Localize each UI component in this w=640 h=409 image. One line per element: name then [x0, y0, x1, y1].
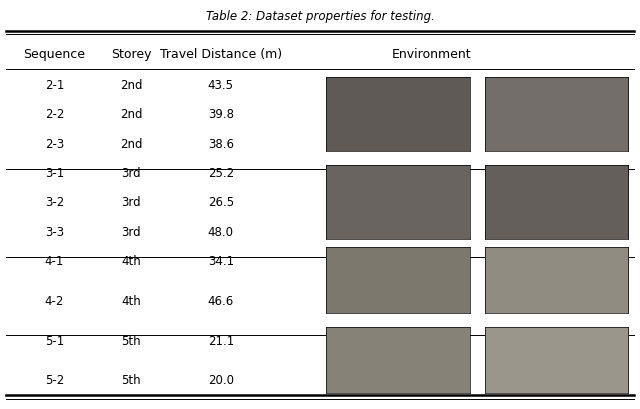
- Text: 3rd: 3rd: [122, 166, 141, 180]
- Text: 4-2: 4-2: [45, 294, 64, 307]
- Text: 20.0: 20.0: [208, 373, 234, 387]
- Text: 4-1: 4-1: [45, 254, 64, 267]
- Text: 46.6: 46.6: [207, 294, 234, 307]
- Text: 4th: 4th: [122, 294, 141, 307]
- Text: 2nd: 2nd: [120, 137, 143, 151]
- Text: 3rd: 3rd: [122, 225, 141, 238]
- Text: 21.1: 21.1: [207, 334, 234, 347]
- Text: 3rd: 3rd: [122, 196, 141, 209]
- Text: 5-2: 5-2: [45, 373, 64, 387]
- Text: 2-3: 2-3: [45, 137, 64, 151]
- Text: 5th: 5th: [122, 373, 141, 387]
- Text: 26.5: 26.5: [208, 196, 234, 209]
- Text: 2nd: 2nd: [120, 79, 143, 92]
- Text: 2-1: 2-1: [45, 79, 64, 92]
- Text: 3-1: 3-1: [45, 166, 64, 180]
- Text: 3-2: 3-2: [45, 196, 64, 209]
- Text: Travel Distance (m): Travel Distance (m): [160, 48, 282, 61]
- Text: 2-2: 2-2: [45, 108, 64, 121]
- Text: 3-3: 3-3: [45, 225, 64, 238]
- Text: 4th: 4th: [122, 254, 141, 267]
- Text: 5-1: 5-1: [45, 334, 64, 347]
- Text: 43.5: 43.5: [208, 79, 234, 92]
- Text: Sequence: Sequence: [24, 48, 85, 61]
- Text: Table 2: Dataset properties for testing.: Table 2: Dataset properties for testing.: [205, 10, 435, 23]
- Text: Environment: Environment: [392, 48, 472, 61]
- Text: 2nd: 2nd: [120, 108, 143, 121]
- Text: 25.2: 25.2: [208, 166, 234, 180]
- Text: 5th: 5th: [122, 334, 141, 347]
- Text: 38.6: 38.6: [208, 137, 234, 151]
- Text: 48.0: 48.0: [208, 225, 234, 238]
- Text: 34.1: 34.1: [208, 254, 234, 267]
- Text: 39.8: 39.8: [208, 108, 234, 121]
- Text: Storey: Storey: [111, 48, 152, 61]
